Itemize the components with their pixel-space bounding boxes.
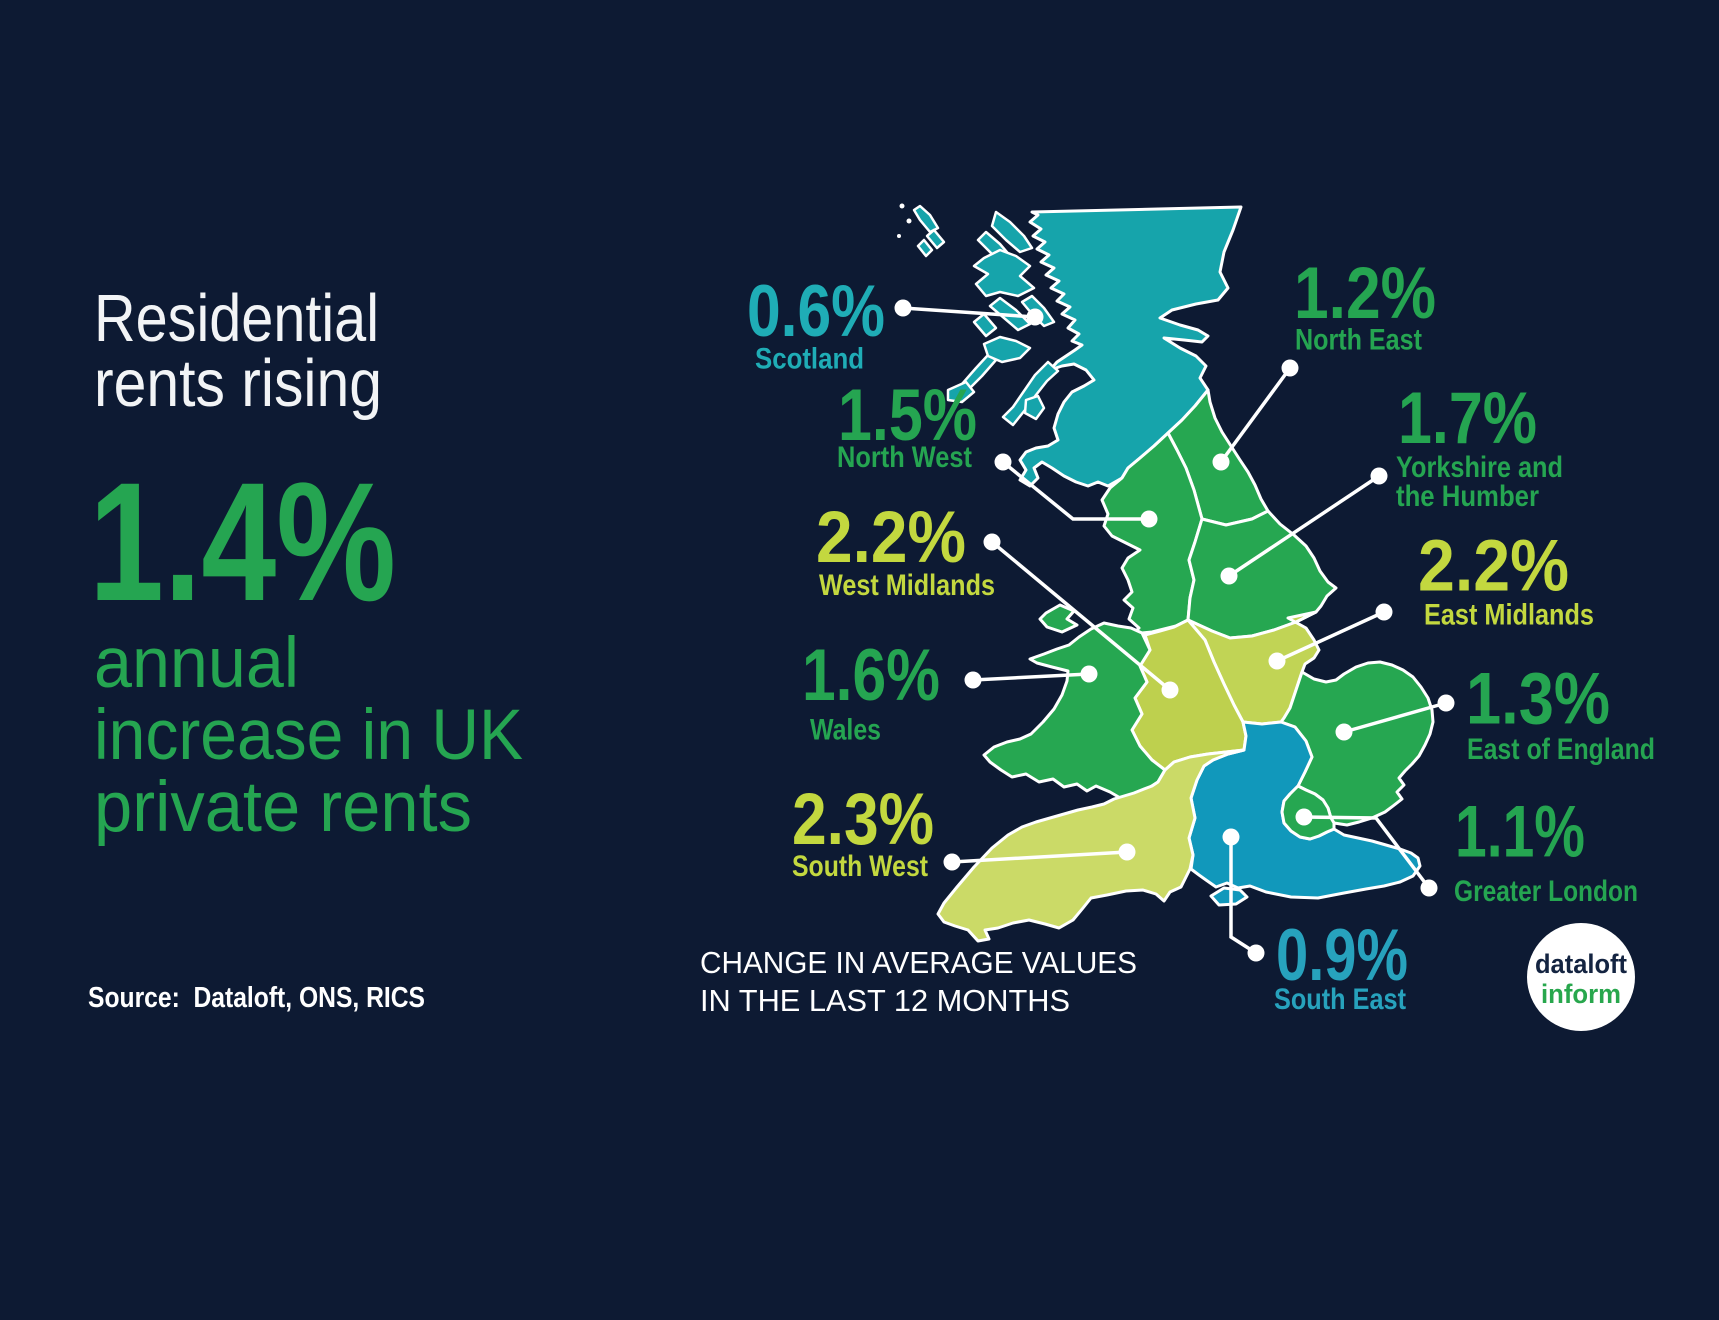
svg-text:1.5%: 1.5%: [838, 375, 977, 456]
svg-text:0.6%: 0.6%: [747, 271, 885, 352]
svg-text:the Humber: the Humber: [1396, 480, 1539, 513]
svg-text:Greater London: Greater London: [1454, 875, 1638, 908]
svg-text:Scotland: Scotland: [755, 343, 864, 376]
svg-text:annual: annual: [94, 624, 299, 703]
svg-text:East Midlands: East Midlands: [1424, 599, 1594, 632]
svg-text:Source: Dataloft, ONS, RICS: Source: Dataloft, ONS, RICS: [88, 982, 425, 1014]
svg-text:Yorkshire and: Yorkshire and: [1396, 451, 1563, 484]
svg-text:2.2%: 2.2%: [816, 497, 966, 578]
svg-text:1.2%: 1.2%: [1294, 253, 1436, 334]
svg-text:dataloft: dataloft: [1535, 949, 1627, 979]
svg-text:Wales: Wales: [810, 713, 881, 746]
svg-text:increase in UK: increase in UK: [94, 696, 523, 775]
svg-text:South West: South West: [792, 850, 928, 883]
svg-text:West Midlands: West Midlands: [819, 569, 995, 602]
svg-text:0.9%: 0.9%: [1276, 915, 1408, 996]
svg-text:Residential: Residential: [94, 281, 379, 356]
svg-text:rents rising: rents rising: [94, 346, 382, 421]
svg-text:1.4%: 1.4%: [89, 447, 396, 636]
svg-text:2.2%: 2.2%: [1418, 526, 1569, 607]
svg-text:1.1%: 1.1%: [1455, 792, 1585, 873]
svg-text:CHANGE IN AVERAGE VALUES: CHANGE IN AVERAGE VALUES: [700, 946, 1137, 980]
svg-text:IN THE LAST 12 MONTHS: IN THE LAST 12 MONTHS: [700, 984, 1070, 1018]
svg-text:1.7%: 1.7%: [1398, 378, 1537, 459]
svg-text:private rents: private rents: [94, 768, 472, 847]
svg-text:North West: North West: [837, 441, 972, 474]
svg-text:inform: inform: [1541, 979, 1621, 1009]
svg-text:1.3%: 1.3%: [1466, 659, 1610, 740]
svg-text:2.3%: 2.3%: [792, 779, 934, 860]
svg-text:East of England: East of England: [1467, 733, 1655, 766]
svg-text:1.6%: 1.6%: [802, 635, 940, 716]
svg-text:South East: South East: [1274, 983, 1406, 1016]
svg-text:North East: North East: [1295, 324, 1422, 357]
